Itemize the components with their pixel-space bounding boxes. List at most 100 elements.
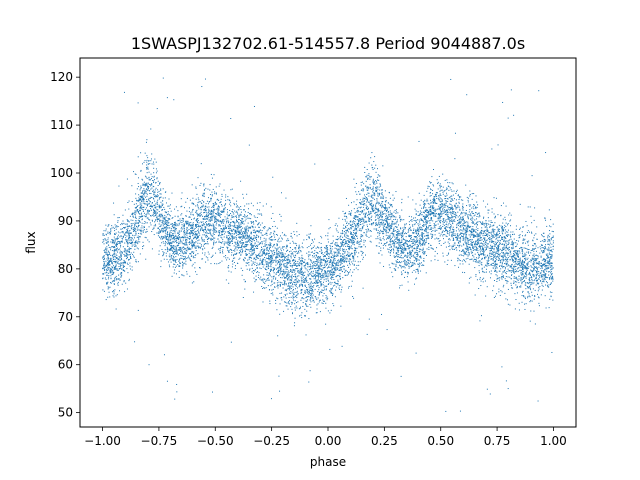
data-point bbox=[226, 259, 228, 261]
data-point bbox=[114, 233, 116, 235]
data-point bbox=[383, 213, 385, 215]
data-point bbox=[340, 254, 342, 256]
data-point bbox=[217, 205, 219, 207]
data-point bbox=[416, 246, 418, 248]
data-point bbox=[509, 259, 511, 261]
data-point bbox=[413, 260, 415, 262]
data-point bbox=[320, 252, 322, 254]
data-point bbox=[307, 295, 309, 297]
data-point bbox=[115, 226, 117, 228]
data-point bbox=[210, 173, 212, 175]
data-point bbox=[195, 247, 197, 249]
data-point bbox=[151, 231, 153, 233]
data-point bbox=[306, 262, 308, 264]
data-point bbox=[284, 276, 286, 278]
data-point bbox=[162, 255, 164, 257]
data-point bbox=[528, 287, 530, 289]
data-point bbox=[532, 248, 534, 250]
data-point bbox=[188, 225, 190, 227]
data-point bbox=[367, 216, 369, 218]
data-point bbox=[148, 177, 150, 179]
data-point bbox=[160, 201, 162, 203]
data-point bbox=[494, 263, 496, 265]
data-point bbox=[422, 215, 424, 217]
data-point bbox=[468, 204, 470, 206]
data-point bbox=[449, 229, 451, 231]
data-point bbox=[479, 234, 481, 236]
data-point bbox=[130, 248, 132, 250]
data-point bbox=[415, 213, 417, 215]
data-point bbox=[300, 268, 302, 270]
data-point bbox=[102, 265, 104, 267]
data-point bbox=[169, 207, 171, 209]
data-point bbox=[108, 254, 110, 256]
data-point bbox=[404, 223, 406, 225]
data-point bbox=[265, 266, 267, 268]
data-point bbox=[275, 261, 277, 263]
data-point bbox=[455, 217, 457, 219]
data-point bbox=[258, 274, 260, 276]
data-point bbox=[486, 228, 488, 230]
data-point bbox=[137, 205, 139, 207]
data-point bbox=[289, 300, 291, 302]
data-point bbox=[275, 248, 277, 250]
data-point bbox=[321, 268, 323, 270]
data-point bbox=[266, 261, 268, 263]
data-point bbox=[326, 260, 328, 262]
data-point bbox=[379, 189, 381, 191]
data-point bbox=[220, 211, 222, 213]
data-point bbox=[107, 267, 108, 269]
data-point bbox=[105, 230, 107, 232]
data-point bbox=[291, 266, 293, 268]
data-point bbox=[159, 213, 161, 215]
data-point bbox=[350, 221, 352, 223]
data-point bbox=[230, 240, 232, 242]
data-point bbox=[118, 278, 120, 280]
data-point bbox=[102, 278, 104, 280]
data-point bbox=[330, 271, 332, 273]
data-point bbox=[283, 269, 285, 271]
data-point bbox=[300, 289, 302, 291]
data-point bbox=[250, 257, 252, 259]
data-point bbox=[420, 245, 422, 247]
data-point bbox=[431, 205, 433, 207]
data-point bbox=[423, 260, 425, 262]
data-point bbox=[187, 257, 189, 259]
data-point bbox=[466, 196, 468, 198]
data-point bbox=[513, 242, 515, 244]
data-point bbox=[367, 208, 369, 210]
data-point bbox=[304, 261, 306, 263]
data-point bbox=[426, 229, 428, 231]
data-point bbox=[358, 221, 360, 223]
data-point bbox=[243, 236, 245, 238]
data-point bbox=[285, 247, 287, 249]
data-point bbox=[490, 270, 492, 272]
data-point bbox=[545, 284, 547, 286]
data-point bbox=[403, 243, 405, 245]
data-point bbox=[438, 216, 440, 218]
data-point bbox=[349, 247, 351, 249]
data-point bbox=[157, 189, 159, 191]
data-point bbox=[401, 244, 403, 246]
data-point bbox=[219, 225, 221, 227]
data-point bbox=[532, 283, 534, 285]
data-point bbox=[493, 249, 495, 251]
data-point bbox=[164, 211, 166, 213]
data-point bbox=[466, 245, 468, 247]
data-point bbox=[169, 256, 171, 258]
data-point bbox=[106, 250, 108, 252]
data-point bbox=[509, 266, 511, 268]
data-point bbox=[125, 237, 127, 239]
data-point bbox=[342, 253, 344, 255]
data-point bbox=[485, 232, 487, 234]
data-point bbox=[153, 181, 155, 183]
data-point bbox=[197, 220, 199, 222]
data-point bbox=[545, 276, 547, 278]
data-point bbox=[284, 293, 286, 295]
data-point bbox=[372, 191, 374, 193]
data-point bbox=[171, 247, 173, 249]
data-point bbox=[394, 269, 396, 271]
data-point bbox=[274, 286, 276, 288]
data-point bbox=[447, 224, 449, 226]
data-point bbox=[541, 270, 543, 272]
